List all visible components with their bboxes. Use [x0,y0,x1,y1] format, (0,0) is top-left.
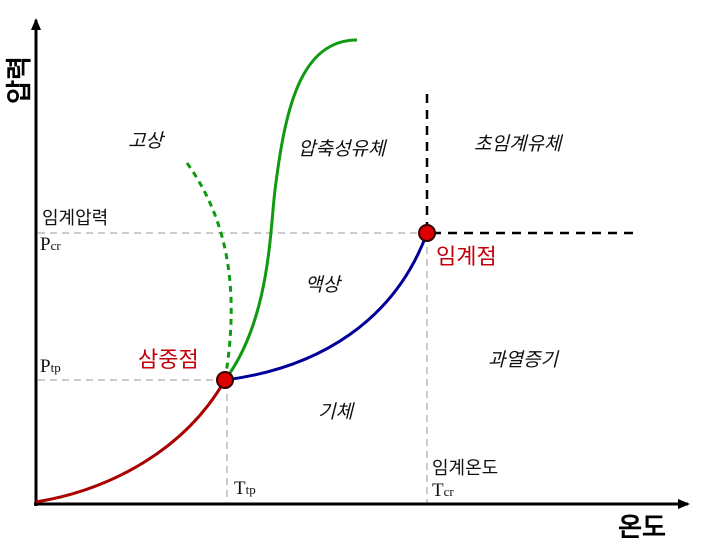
t-cr-label: Tcr [432,480,454,501]
t-tp-symbol: T [234,478,246,499]
region-solid: 고상 [128,130,165,152]
critical-point-marker [418,224,436,242]
region-liquid: 액상 [305,274,342,296]
p-cr-label: Pcr [40,234,61,255]
p-tp-label: Ptp [40,356,61,377]
y-axis-title: 압력 [5,56,35,104]
critical-temperature-label: 임계온도 [432,458,498,479]
supercritical-boundaries [425,94,640,235]
t-tp-label: Ttp [234,478,256,499]
region-gas: 기체 [318,401,355,423]
p-tp-subscript: tp [51,360,61,375]
p-cr-subscript: cr [51,238,62,253]
vaporization-curve [224,232,429,382]
t-cr-symbol: T [432,480,444,501]
triple-point-marker [216,371,234,389]
critical-point-label: 임계점 [436,245,497,270]
x-axis-title: 온도 [618,513,666,543]
critical-pressure-label: 임계압력 [42,208,108,229]
triple-point-label: 삼중점 [138,348,199,373]
fusion-curve-dashed [185,162,233,381]
sublimation-curve [35,379,227,504]
p-tp-symbol: P [40,356,51,377]
region-supercritical-fluid: 초임계유체 [474,133,564,155]
fusion-curve [223,38,358,381]
t-tp-subscript: tp [246,482,256,497]
region-compressed-fluid: 압축성유체 [298,138,388,160]
axes [31,18,690,509]
t-cr-subscript: cr [444,484,455,499]
guide-lines [38,232,428,504]
p-cr-symbol: P [40,234,51,255]
region-superheated-vapor: 과열증기 [488,349,559,371]
